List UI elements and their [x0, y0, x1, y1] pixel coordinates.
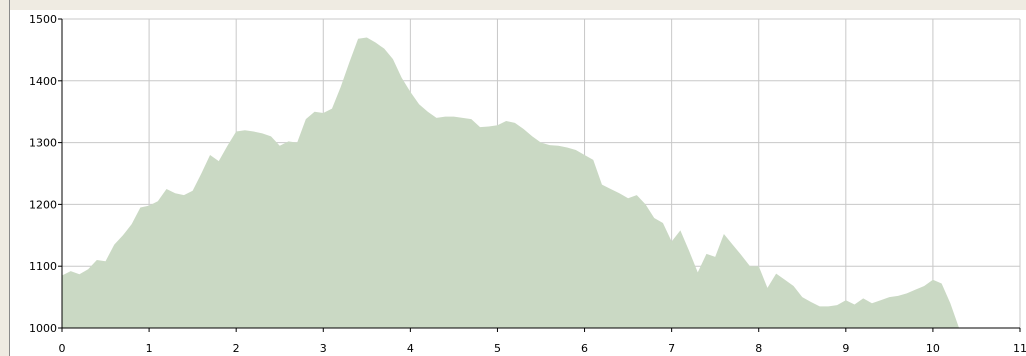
window-left-border: [0, 0, 10, 356]
x-tick-label-4: 4: [407, 342, 414, 355]
x-tick-label-10: 10: [926, 342, 940, 355]
y-tick-label-1100: 1100: [29, 260, 57, 273]
area-layer: [62, 37, 960, 328]
x-tick-label-5: 5: [494, 342, 501, 355]
x-tick-label-7: 7: [668, 342, 675, 355]
y-tick-label-1500: 1500: [29, 13, 57, 26]
y-tick-label-1400: 1400: [29, 75, 57, 88]
y-tick-label-1000: 1000: [29, 322, 57, 335]
x-tick-label-6: 6: [581, 342, 588, 355]
y-tick-label-1200: 1200: [29, 198, 57, 211]
y-tick-label-1300: 1300: [29, 137, 57, 150]
x-tick-label-9: 9: [842, 342, 849, 355]
x-tick-label-1: 1: [146, 342, 153, 355]
x-tick-label-8: 8: [755, 342, 762, 355]
axis-layer: [58, 18, 1021, 332]
x-tick-label-11: 11: [1013, 342, 1026, 355]
elevation-area: [62, 37, 960, 328]
x-tick-label-3: 3: [320, 342, 327, 355]
x-tick-label-2: 2: [233, 342, 240, 355]
x-tick-label-0: 0: [59, 342, 66, 355]
tick-label-layer: 0 1 2 3 4 5 6 7 8 9 10 11 1000 1100 1200 1300 1400 1500: [29, 13, 1026, 355]
